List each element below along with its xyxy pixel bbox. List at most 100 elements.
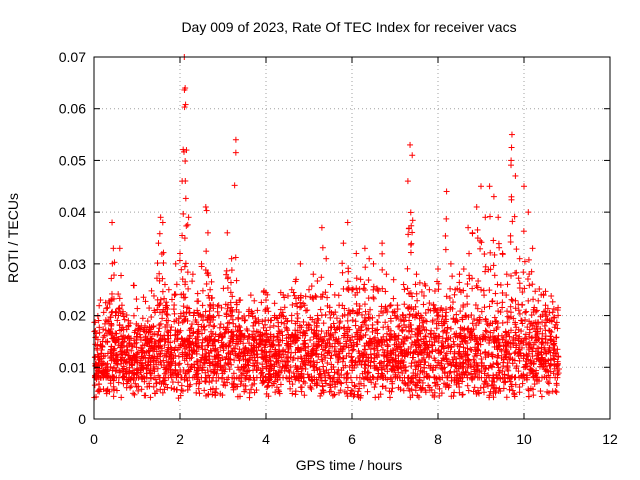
- data-point: [491, 272, 498, 279]
- x-tick-label: 12: [602, 431, 618, 447]
- data-point: [320, 320, 327, 327]
- x-tick-label: 8: [434, 431, 442, 447]
- data-point: [400, 281, 407, 288]
- data-point: [407, 209, 414, 216]
- data-point: [100, 326, 107, 333]
- x-tick-label: 6: [348, 431, 356, 447]
- data-point: [344, 317, 351, 324]
- data-point: [499, 250, 506, 257]
- data-point: [289, 301, 296, 308]
- data-point: [537, 388, 544, 395]
- data-point: [199, 287, 206, 294]
- data-point: [414, 297, 421, 304]
- chart-title: Day 009 of 2023, Rate Of TEC Index for r…: [181, 19, 516, 35]
- data-point: [382, 288, 389, 295]
- data-point: [206, 352, 213, 359]
- data-point: [323, 255, 330, 262]
- data-point: [153, 275, 160, 282]
- data-point: [182, 260, 189, 267]
- data-point: [104, 339, 111, 346]
- data-point: [522, 316, 529, 323]
- data-point: [179, 178, 186, 185]
- data-point: [435, 266, 441, 273]
- data-point: [409, 217, 416, 224]
- data-point: [465, 325, 472, 332]
- x-tick-label: 2: [176, 431, 184, 447]
- data-point: [453, 311, 460, 318]
- data-point: [427, 330, 434, 337]
- data-point: [494, 281, 501, 288]
- data-point: [177, 327, 184, 334]
- y-tick-label: 0.04: [59, 204, 86, 220]
- data-point: [345, 265, 352, 272]
- data-point: [232, 149, 239, 156]
- data-point: [118, 272, 125, 279]
- data-point: [165, 286, 172, 293]
- data-point: [108, 275, 115, 282]
- data-point: [318, 274, 325, 281]
- data-point: [352, 322, 359, 329]
- data-point: [370, 294, 377, 301]
- data-point: [515, 275, 522, 282]
- data-point: [379, 250, 386, 257]
- data-point: [487, 388, 494, 395]
- data-point: [551, 314, 558, 321]
- data-point: [363, 326, 370, 333]
- data-point: [327, 281, 334, 288]
- data-point: [370, 260, 377, 267]
- data-point: [434, 313, 441, 320]
- data-point: [553, 389, 560, 396]
- data-point: [464, 326, 471, 333]
- data-point: [362, 331, 369, 338]
- data-point: [368, 355, 375, 362]
- data-point: [306, 286, 312, 293]
- data-point: [470, 356, 477, 363]
- data-point: [499, 304, 506, 311]
- data-point: [144, 318, 151, 325]
- data-point: [420, 323, 427, 330]
- data-point: [553, 382, 560, 389]
- data-point: [399, 328, 406, 335]
- data-point: [459, 378, 466, 385]
- data-point: [154, 260, 161, 267]
- data-point: [208, 278, 215, 285]
- data-point: [486, 392, 493, 399]
- data-point: [108, 309, 115, 316]
- data-point: [362, 365, 369, 372]
- data-point: [163, 299, 170, 306]
- data-point: [492, 290, 499, 297]
- data-point: [133, 296, 140, 303]
- data-point: [340, 355, 347, 362]
- data-point: [175, 361, 182, 368]
- data-point: [332, 329, 339, 336]
- data-point: [429, 392, 436, 399]
- data-point: [102, 317, 109, 324]
- data-point: [344, 219, 351, 226]
- data-point: [103, 305, 110, 312]
- data-point: [275, 342, 282, 349]
- data-point: [146, 305, 153, 312]
- data-point: [223, 267, 230, 274]
- data-point: [404, 178, 411, 185]
- data-point: [235, 314, 242, 321]
- data-point: [390, 276, 397, 283]
- data-point: [161, 281, 168, 288]
- data-point: [362, 264, 369, 271]
- data-point: [464, 382, 471, 389]
- data-point: [171, 310, 178, 317]
- data-point: [353, 250, 360, 257]
- data-point: [153, 380, 160, 387]
- data-point: [544, 305, 551, 312]
- data-point: [408, 360, 415, 367]
- data-point: [294, 310, 301, 317]
- data-point: [254, 351, 261, 358]
- data-point: [420, 301, 427, 308]
- data-point: [183, 222, 190, 229]
- data-point: [203, 207, 210, 214]
- data-point: [130, 312, 137, 319]
- data-point: [509, 387, 516, 394]
- data-point: [206, 322, 213, 329]
- data-point: [400, 387, 407, 394]
- data-point: [490, 262, 497, 269]
- data-point: [553, 334, 560, 341]
